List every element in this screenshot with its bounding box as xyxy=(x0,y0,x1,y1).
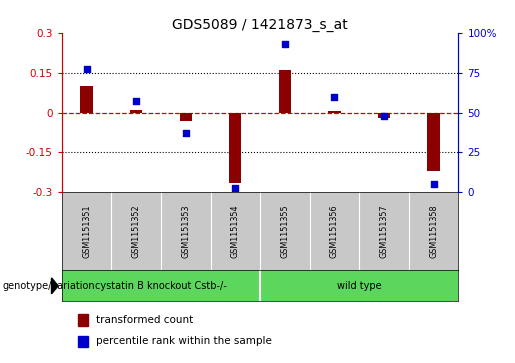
Text: transformed count: transformed count xyxy=(95,315,193,325)
Point xyxy=(430,182,438,187)
Point xyxy=(132,98,140,104)
Text: percentile rank within the sample: percentile rank within the sample xyxy=(95,337,271,347)
Text: GSM1151356: GSM1151356 xyxy=(330,205,339,258)
Text: wild type: wild type xyxy=(337,281,382,291)
Text: GSM1151354: GSM1151354 xyxy=(231,205,240,258)
Point xyxy=(281,41,289,47)
Bar xyxy=(328,111,340,113)
Text: GSM1151351: GSM1151351 xyxy=(82,205,91,258)
FancyBboxPatch shape xyxy=(78,335,88,347)
Bar xyxy=(378,113,390,118)
Bar xyxy=(180,113,192,121)
Title: GDS5089 / 1421873_s_at: GDS5089 / 1421873_s_at xyxy=(172,18,348,32)
Point xyxy=(82,66,91,72)
Text: genotype/variation: genotype/variation xyxy=(3,281,95,291)
Text: GSM1151352: GSM1151352 xyxy=(132,205,141,258)
Text: GSM1151358: GSM1151358 xyxy=(429,205,438,258)
FancyBboxPatch shape xyxy=(78,314,88,326)
Text: GSM1151355: GSM1151355 xyxy=(280,205,289,258)
Point xyxy=(182,130,190,136)
Text: GSM1151353: GSM1151353 xyxy=(181,205,190,258)
Bar xyxy=(427,113,440,171)
Bar xyxy=(279,70,291,113)
Text: GSM1151357: GSM1151357 xyxy=(380,205,388,258)
Text: cystatin B knockout Cstb-/-: cystatin B knockout Cstb-/- xyxy=(95,281,227,291)
Point xyxy=(231,185,239,191)
Bar xyxy=(80,86,93,113)
Point xyxy=(330,94,338,99)
Point xyxy=(380,113,388,119)
Bar xyxy=(130,110,142,113)
Bar xyxy=(229,113,242,183)
